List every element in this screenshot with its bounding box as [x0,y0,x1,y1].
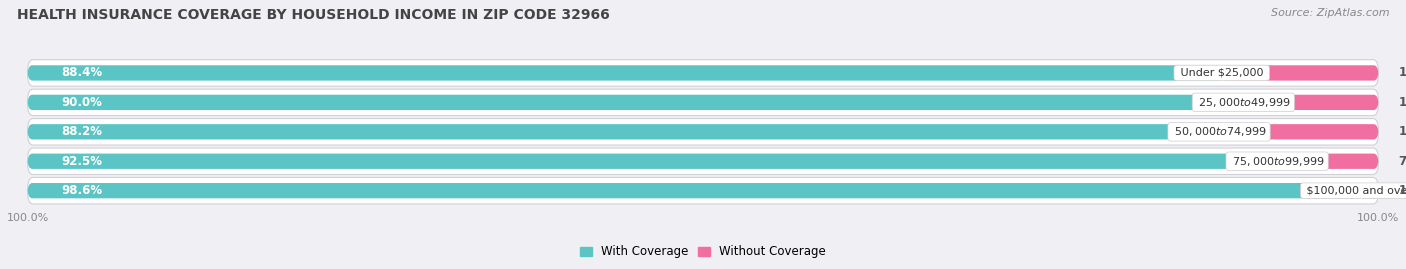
Text: 1.4%: 1.4% [1399,184,1406,197]
FancyBboxPatch shape [28,178,1378,204]
FancyBboxPatch shape [1243,95,1378,110]
Text: 88.4%: 88.4% [62,66,103,79]
Text: 7.5%: 7.5% [1399,155,1406,168]
FancyBboxPatch shape [1360,183,1378,198]
FancyBboxPatch shape [1277,154,1378,169]
FancyBboxPatch shape [28,124,1219,139]
Text: Under $25,000: Under $25,000 [1177,68,1267,78]
FancyBboxPatch shape [28,60,1378,86]
Text: 90.0%: 90.0% [62,96,103,109]
Text: $75,000 to $99,999: $75,000 to $99,999 [1229,155,1326,168]
Text: $25,000 to $49,999: $25,000 to $49,999 [1195,96,1292,109]
FancyBboxPatch shape [28,154,1277,169]
Legend: With Coverage, Without Coverage: With Coverage, Without Coverage [575,241,831,263]
Text: 92.5%: 92.5% [62,155,103,168]
FancyBboxPatch shape [28,119,1378,145]
FancyBboxPatch shape [28,89,1378,116]
Text: HEALTH INSURANCE COVERAGE BY HOUSEHOLD INCOME IN ZIP CODE 32966: HEALTH INSURANCE COVERAGE BY HOUSEHOLD I… [17,8,610,22]
Text: 98.6%: 98.6% [62,184,103,197]
Text: Source: ZipAtlas.com: Source: ZipAtlas.com [1271,8,1389,18]
FancyBboxPatch shape [28,95,1243,110]
Text: 11.8%: 11.8% [1399,125,1406,138]
Text: 10.0%: 10.0% [1399,96,1406,109]
FancyBboxPatch shape [28,148,1378,175]
Text: $50,000 to $74,999: $50,000 to $74,999 [1171,125,1267,138]
Text: $100,000 and over: $100,000 and over [1303,186,1406,196]
FancyBboxPatch shape [28,183,1360,198]
FancyBboxPatch shape [1219,124,1378,139]
Text: 11.6%: 11.6% [1399,66,1406,79]
FancyBboxPatch shape [1222,65,1378,81]
FancyBboxPatch shape [28,65,1222,81]
Text: 88.2%: 88.2% [62,125,103,138]
